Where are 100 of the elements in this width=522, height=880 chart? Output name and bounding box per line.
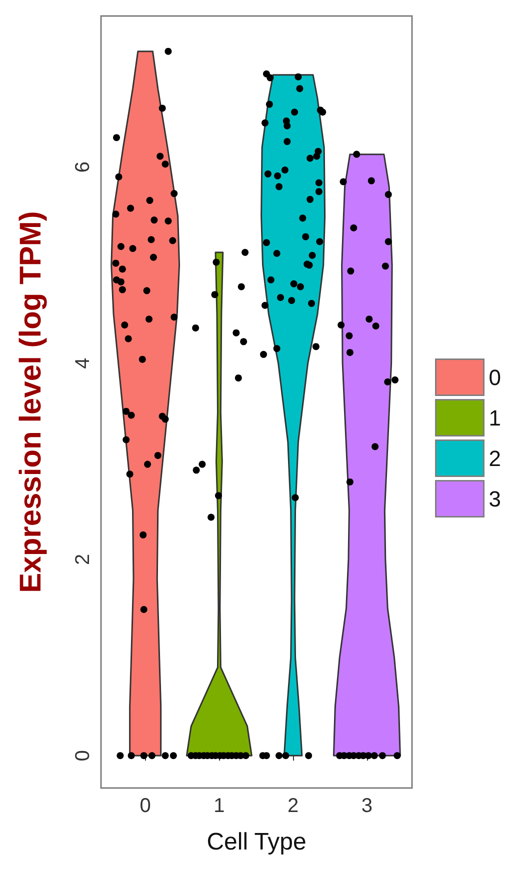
point (148, 752, 156, 760)
y-tick-label: 0 (72, 750, 94, 762)
y-tick-label: 2 (72, 554, 94, 566)
point (384, 378, 392, 386)
point (384, 191, 392, 198)
point (315, 179, 322, 186)
point (128, 412, 135, 419)
point (170, 314, 178, 321)
point (156, 152, 164, 160)
point (302, 233, 310, 240)
point (338, 322, 345, 328)
point (340, 178, 347, 186)
point (366, 316, 373, 323)
point (162, 752, 169, 760)
point (208, 514, 215, 521)
point (124, 335, 132, 342)
point (267, 276, 274, 284)
point (122, 436, 130, 444)
point (292, 494, 299, 502)
point (281, 166, 288, 174)
point (164, 218, 172, 225)
point (116, 752, 124, 760)
point (126, 470, 134, 478)
point (143, 287, 150, 294)
point (138, 356, 146, 363)
point (370, 752, 378, 760)
point (306, 154, 314, 162)
point (294, 73, 302, 80)
point (284, 122, 291, 130)
point (144, 460, 152, 468)
point (392, 376, 399, 384)
point (162, 160, 169, 168)
legend-label: 3 (488, 486, 502, 512)
point (384, 238, 392, 246)
point (158, 104, 166, 112)
point (232, 329, 240, 336)
legend-label: 0 (488, 364, 502, 390)
point (146, 196, 154, 204)
point (150, 216, 158, 224)
point (313, 152, 320, 160)
point (299, 214, 306, 222)
point (262, 119, 268, 126)
point (273, 345, 280, 352)
point (288, 296, 296, 304)
point (282, 752, 290, 760)
point (162, 416, 169, 423)
point (262, 239, 270, 246)
point (117, 278, 124, 286)
point (264, 170, 272, 178)
point (140, 531, 147, 538)
point (315, 188, 322, 196)
point (312, 343, 320, 350)
point (129, 244, 136, 252)
point (128, 752, 135, 760)
point (127, 204, 134, 212)
x-axis-title: Cell Type (206, 828, 306, 856)
point (198, 460, 206, 468)
point (350, 224, 358, 232)
x-tick-label: 0 (140, 795, 151, 817)
point (214, 492, 222, 500)
point (319, 108, 326, 116)
point (262, 302, 268, 309)
point (240, 338, 248, 346)
point (164, 48, 172, 55)
point (118, 266, 126, 273)
y-tick-label: 4 (72, 358, 94, 369)
x-tick-label: 1 (214, 795, 225, 817)
point (140, 752, 148, 760)
point (316, 238, 324, 246)
y-tick-label: 6 (72, 162, 94, 173)
legend-label: 2 (488, 446, 502, 471)
point (273, 250, 280, 257)
point (296, 85, 304, 92)
point (266, 100, 273, 108)
point (266, 74, 274, 82)
point (238, 283, 245, 290)
point (277, 294, 284, 302)
point (112, 210, 120, 218)
point (347, 268, 354, 275)
point (291, 108, 298, 116)
point (154, 452, 162, 459)
point (146, 316, 153, 323)
point (148, 236, 155, 244)
point (118, 286, 126, 294)
point (169, 237, 176, 244)
point (364, 752, 372, 760)
point (346, 348, 354, 356)
point (296, 283, 304, 290)
point (242, 248, 249, 256)
point (170, 190, 178, 198)
x-tick-label: 2 (288, 795, 299, 817)
point (394, 752, 401, 760)
point (242, 752, 250, 760)
point (212, 258, 220, 266)
point (308, 300, 316, 307)
point (122, 408, 130, 415)
point (276, 752, 283, 760)
legend-label: 1 (488, 405, 502, 430)
point (192, 324, 200, 332)
point (368, 177, 375, 184)
